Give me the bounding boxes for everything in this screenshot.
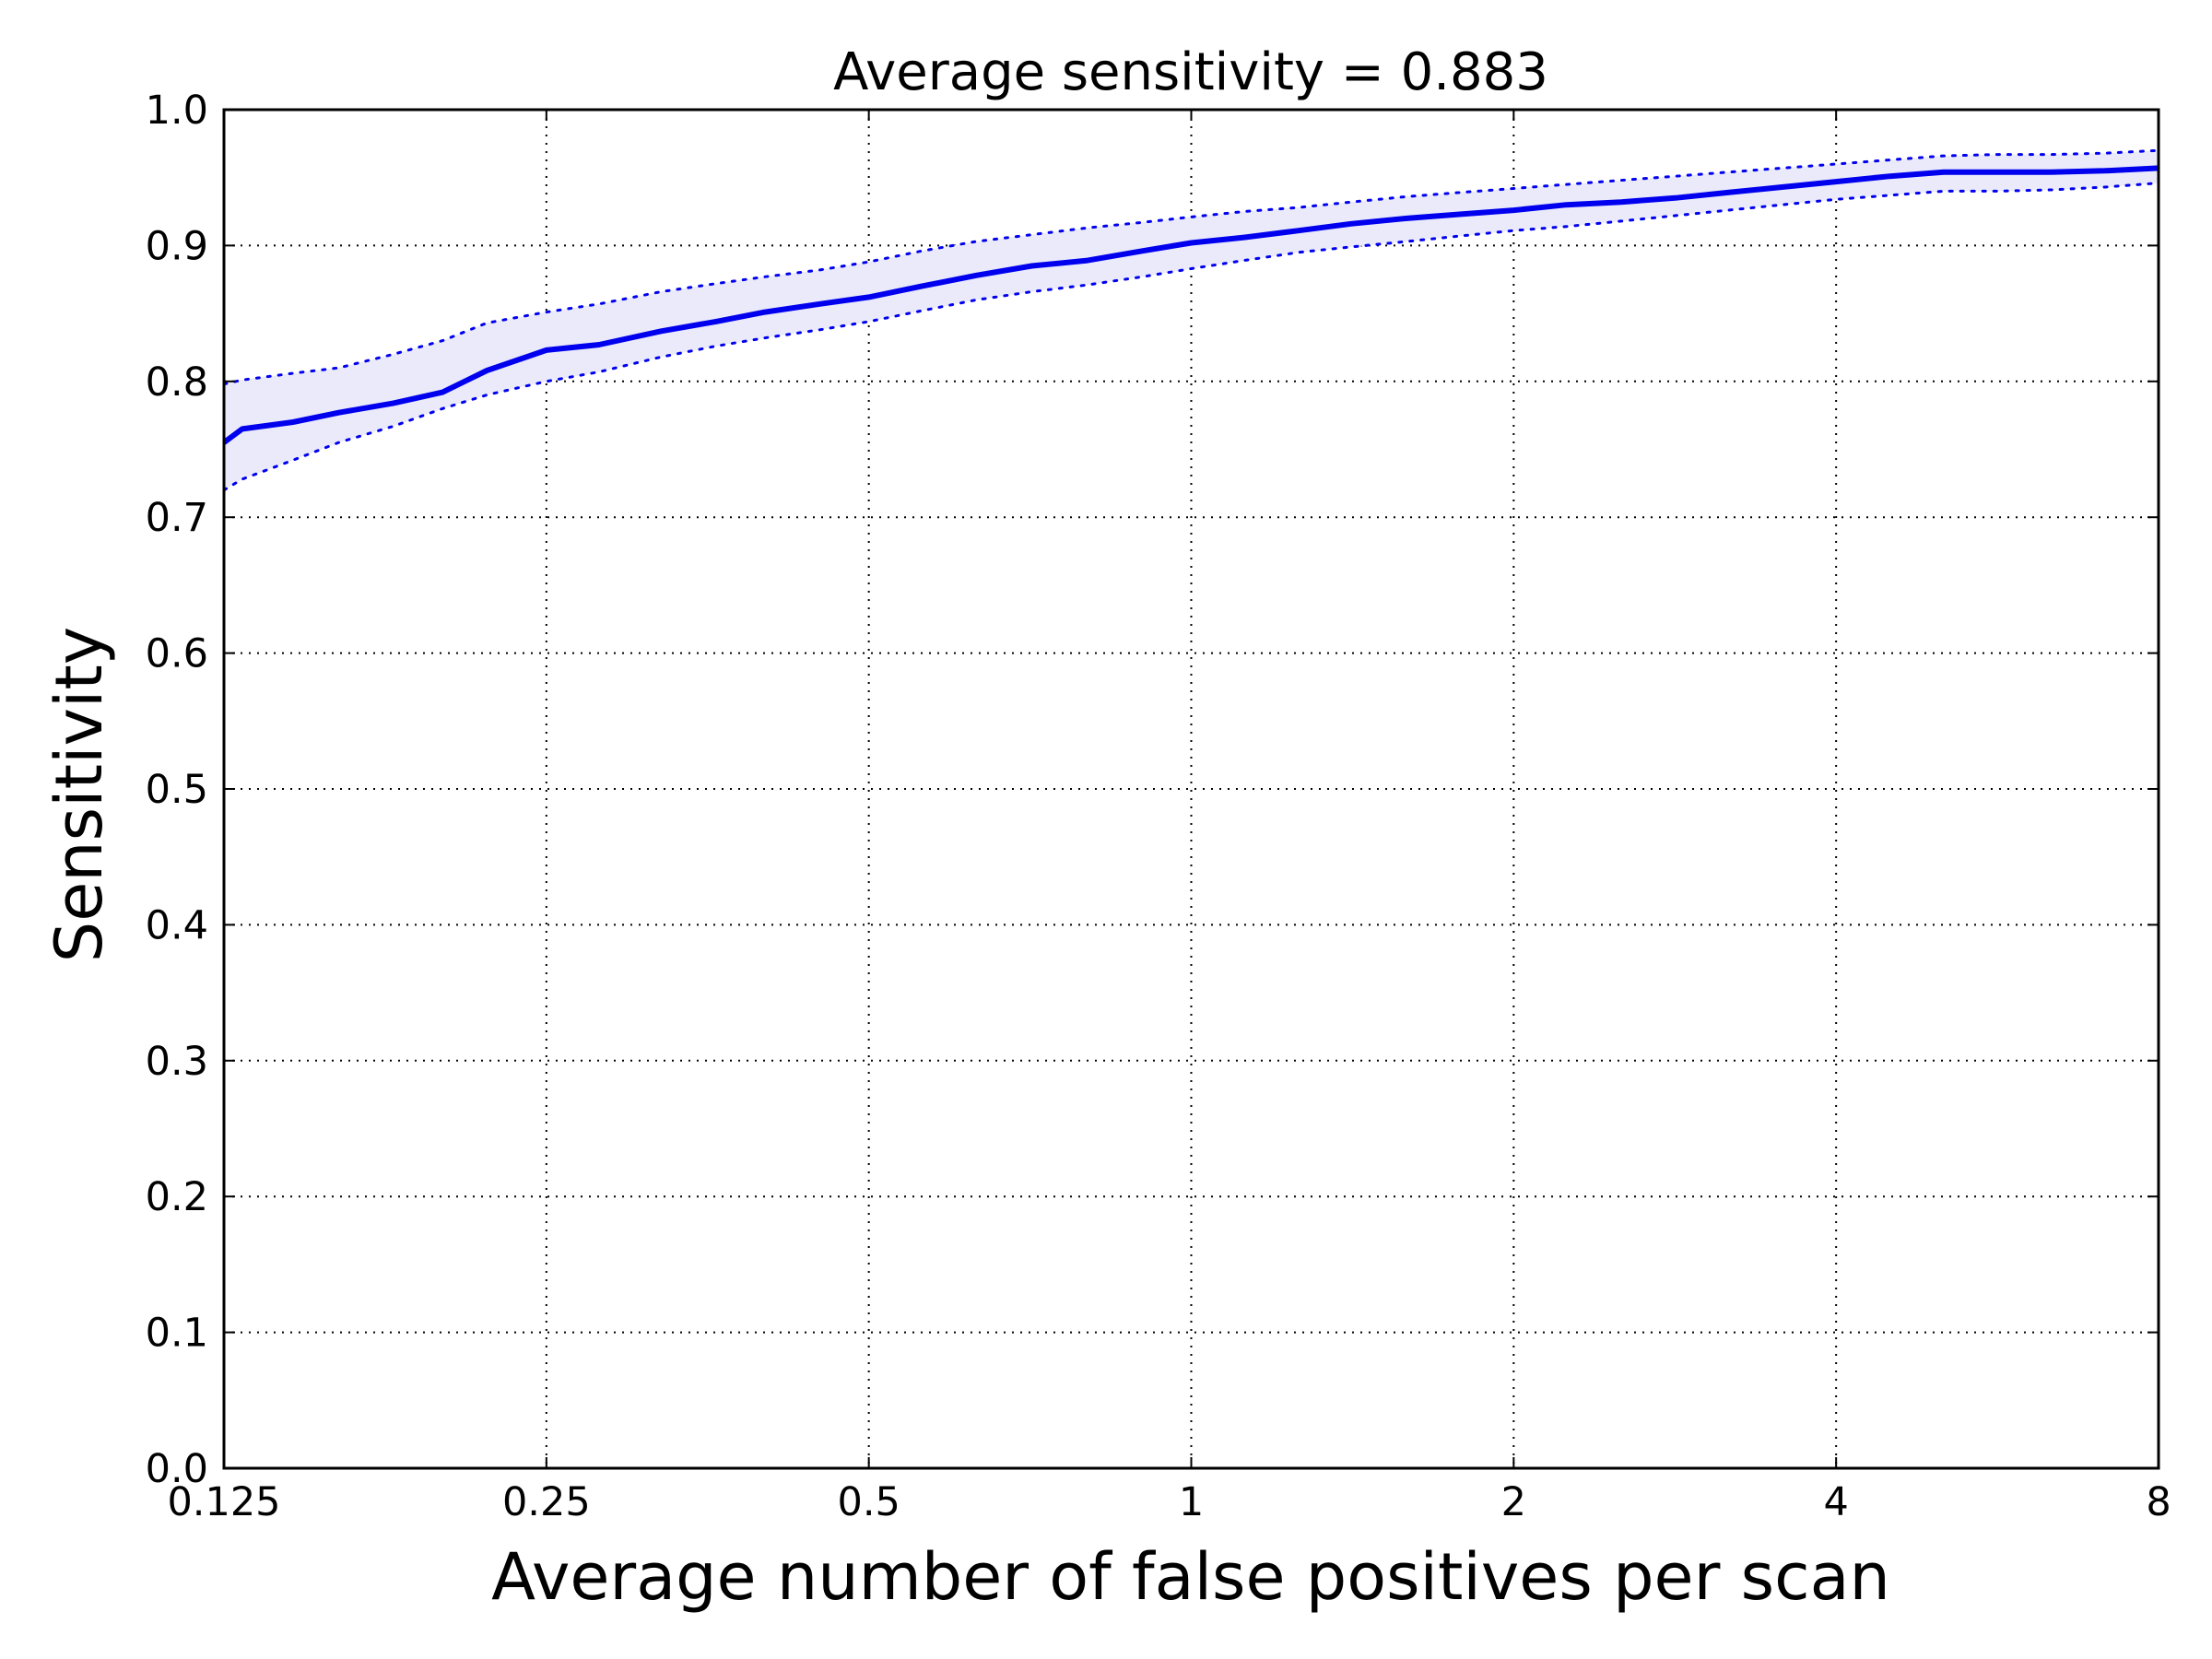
y-tick-label: 0.2 <box>146 1174 208 1220</box>
y-tick-label: 0.9 <box>146 223 208 269</box>
y-tick-label: 0.7 <box>146 495 208 541</box>
x-tick-label: 2 <box>1501 1479 1526 1525</box>
y-tick-label: 0.8 <box>146 359 208 406</box>
x-tick-label: 0.25 <box>502 1479 591 1525</box>
y-tick-label: 0.1 <box>146 1311 208 1357</box>
y-tick-label: 0.6 <box>146 631 208 677</box>
lower-bound-line <box>222 182 2160 492</box>
x-tick-label: 8 <box>2146 1479 2171 1525</box>
y-tick-label: 0.0 <box>146 1446 208 1492</box>
y-tick-label: 1.0 <box>146 88 208 134</box>
y-axis-label: Sensitivity <box>41 627 117 962</box>
sensitivity-curve <box>222 165 2159 445</box>
y-tick-label: 0.5 <box>146 767 208 813</box>
y-tick-label: 0.3 <box>146 1039 208 1085</box>
axis-ticks: 0.125 0.25 0.5 1 2 4 8 0.0 0.1 0.2 0.3 0.4 0.5 0.6 0.7… <box>146 88 2171 1525</box>
x-tick-label: 1 <box>1179 1479 1204 1525</box>
chart-title: Average sensitivity = 0.883 <box>833 42 1548 102</box>
confidence-band <box>224 150 2159 490</box>
x-tick-label: 0.5 <box>837 1479 900 1525</box>
x-tick-label: 0.125 <box>167 1479 280 1525</box>
x-axis-label: Average number of false positives per sc… <box>491 1539 1890 1615</box>
y-tick-label: 0.4 <box>146 902 208 948</box>
sensitivity-series <box>222 148 2160 492</box>
confidence-band-area <box>224 150 2159 490</box>
x-tick-label: 4 <box>1823 1479 1848 1525</box>
